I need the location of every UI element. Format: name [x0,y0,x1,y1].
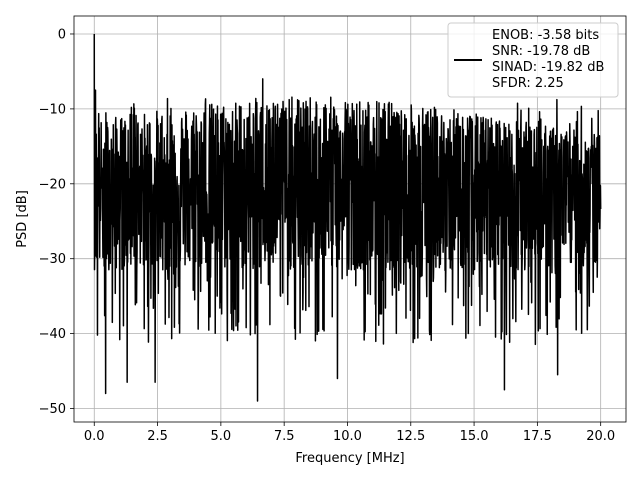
x-tick-label: 0.0 [84,429,105,444]
y-tick-label: −10 [39,102,66,117]
psd-line [93,33,602,402]
y-tick-label: −20 [39,177,66,192]
y-tick-label: −40 [39,327,66,342]
x-tick-label: 2.5 [147,429,168,444]
legend-entry-sinad: SINAD: -19.82 dB [492,60,604,75]
y-axis-ticks: 0 −10 −20 −30 −40 −50 [39,27,74,417]
x-axis-label: Frequency [MHz] [295,451,404,466]
y-axis-label: PSD [dB] [15,190,30,248]
x-tick-label: 20.0 [586,429,615,444]
legend-entry-enob: ENOB: -3.58 bits [492,28,599,43]
psd-series [93,33,602,402]
legend-entry-snr: SNR: -19.78 dB [492,44,590,59]
x-tick-label: 5.0 [211,429,232,444]
y-tick-label: −30 [39,252,66,267]
x-tick-label: 17.5 [523,429,552,444]
x-tick-label: 12.5 [396,429,425,444]
axes-frame [73,15,627,423]
legend: ENOB: -3.58 bits SNR: -19.78 dB SINAD: -… [447,22,619,98]
y-tick-label: −50 [39,402,66,417]
legend-box [447,22,619,98]
legend-entry-sfdr: SFDR: 2.25 [492,76,564,91]
x-tick-label: 7.5 [274,429,295,444]
x-axis-ticks: 0.0 2.5 5.0 7.5 10.0 12.5 15.0 17.5 20.0 [84,422,615,444]
x-tick-label: 15.0 [460,429,489,444]
x-tick-label: 10.0 [333,429,362,444]
y-tick-label: 0 [58,27,66,42]
